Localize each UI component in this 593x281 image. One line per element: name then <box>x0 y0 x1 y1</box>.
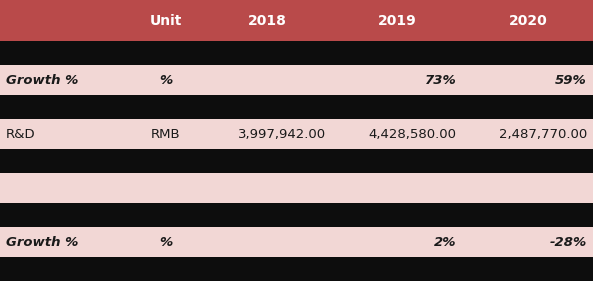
FancyBboxPatch shape <box>332 65 463 95</box>
FancyBboxPatch shape <box>202 173 332 203</box>
FancyBboxPatch shape <box>130 227 202 257</box>
FancyBboxPatch shape <box>202 119 332 149</box>
FancyBboxPatch shape <box>0 257 130 281</box>
FancyBboxPatch shape <box>0 227 130 257</box>
Text: 2019: 2019 <box>378 14 417 28</box>
FancyBboxPatch shape <box>0 41 130 65</box>
FancyBboxPatch shape <box>332 119 463 149</box>
FancyBboxPatch shape <box>332 227 463 257</box>
Text: Unit: Unit <box>150 14 182 28</box>
FancyBboxPatch shape <box>202 149 332 173</box>
Text: 2018: 2018 <box>247 14 286 28</box>
Text: 2020: 2020 <box>508 14 547 28</box>
FancyBboxPatch shape <box>130 149 202 173</box>
FancyBboxPatch shape <box>332 173 463 203</box>
FancyBboxPatch shape <box>332 0 463 41</box>
FancyBboxPatch shape <box>202 41 332 65</box>
FancyBboxPatch shape <box>0 173 130 203</box>
Text: 2%: 2% <box>434 235 457 249</box>
FancyBboxPatch shape <box>130 65 202 95</box>
FancyBboxPatch shape <box>202 95 332 119</box>
FancyBboxPatch shape <box>463 227 593 257</box>
Text: 2,487,770.00: 2,487,770.00 <box>499 128 587 141</box>
FancyBboxPatch shape <box>463 41 593 65</box>
FancyBboxPatch shape <box>202 257 332 281</box>
FancyBboxPatch shape <box>130 0 202 41</box>
FancyBboxPatch shape <box>0 95 130 119</box>
FancyBboxPatch shape <box>332 257 463 281</box>
FancyBboxPatch shape <box>332 95 463 119</box>
FancyBboxPatch shape <box>463 0 593 41</box>
Text: Growth %: Growth % <box>6 74 78 87</box>
FancyBboxPatch shape <box>202 65 332 95</box>
FancyBboxPatch shape <box>202 203 332 227</box>
Text: R&D: R&D <box>6 128 36 141</box>
Text: 59%: 59% <box>555 74 587 87</box>
Text: %: % <box>160 74 173 87</box>
FancyBboxPatch shape <box>202 227 332 257</box>
FancyBboxPatch shape <box>332 41 463 65</box>
FancyBboxPatch shape <box>332 203 463 227</box>
FancyBboxPatch shape <box>463 173 593 203</box>
Text: Growth %: Growth % <box>6 235 78 249</box>
FancyBboxPatch shape <box>130 173 202 203</box>
Text: 4,428,580.00: 4,428,580.00 <box>369 128 457 141</box>
FancyBboxPatch shape <box>0 65 130 95</box>
Text: 3,997,942.00: 3,997,942.00 <box>238 128 326 141</box>
FancyBboxPatch shape <box>463 65 593 95</box>
Text: RMB: RMB <box>151 128 181 141</box>
FancyBboxPatch shape <box>463 257 593 281</box>
FancyBboxPatch shape <box>202 0 332 41</box>
FancyBboxPatch shape <box>130 41 202 65</box>
FancyBboxPatch shape <box>0 119 130 149</box>
FancyBboxPatch shape <box>463 203 593 227</box>
FancyBboxPatch shape <box>463 149 593 173</box>
Text: -28%: -28% <box>550 235 587 249</box>
FancyBboxPatch shape <box>130 95 202 119</box>
Text: %: % <box>160 235 173 249</box>
FancyBboxPatch shape <box>463 119 593 149</box>
FancyBboxPatch shape <box>130 203 202 227</box>
FancyBboxPatch shape <box>130 257 202 281</box>
Text: 73%: 73% <box>425 74 457 87</box>
FancyBboxPatch shape <box>130 119 202 149</box>
FancyBboxPatch shape <box>332 149 463 173</box>
FancyBboxPatch shape <box>0 149 130 173</box>
FancyBboxPatch shape <box>0 203 130 227</box>
FancyBboxPatch shape <box>463 95 593 119</box>
FancyBboxPatch shape <box>0 0 130 41</box>
